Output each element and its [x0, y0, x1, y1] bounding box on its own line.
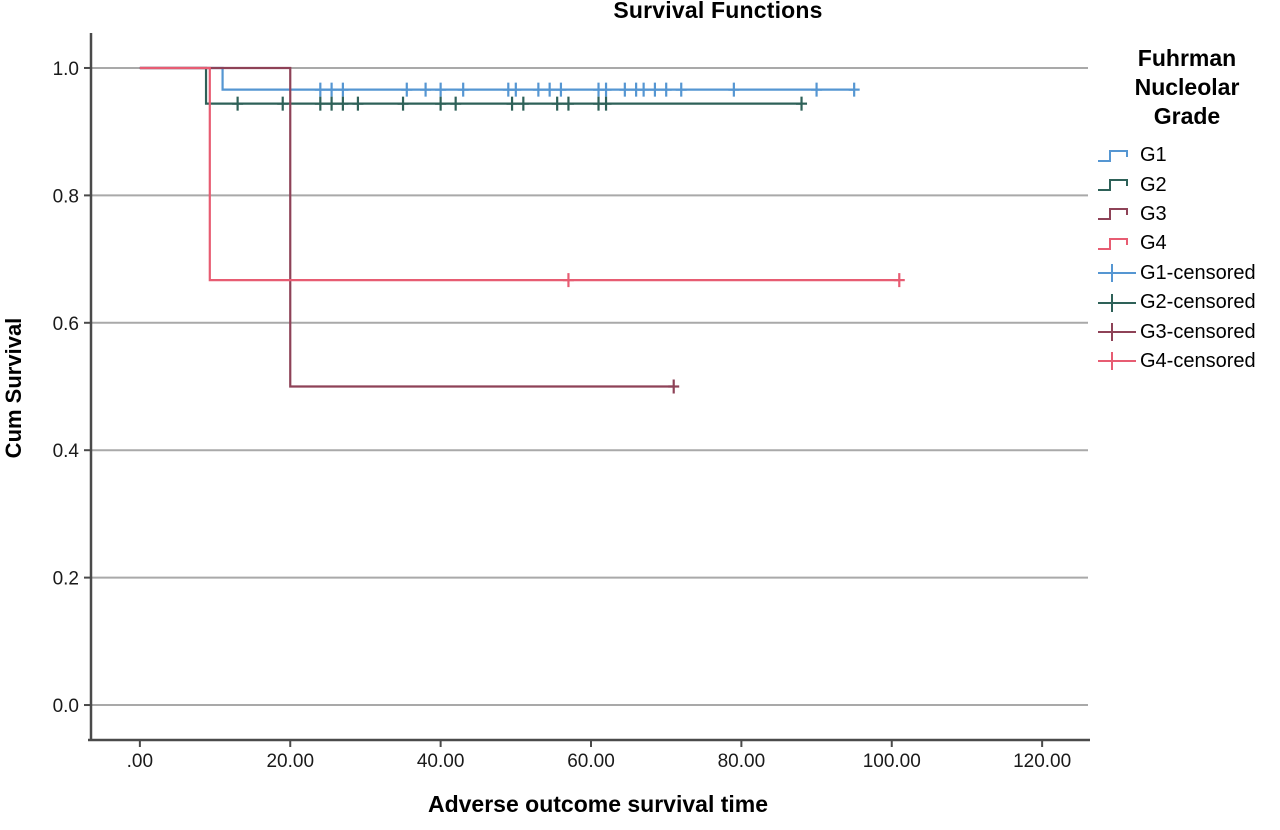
y-tick-label: 0.8 [53, 186, 79, 207]
legend-title-line: Grade [1153, 103, 1221, 129]
legend-label: G1 [1140, 144, 1167, 167]
y-tick-label: 0.2 [53, 569, 79, 590]
legend-censor-symbol [1098, 293, 1136, 312]
legend-label: G3 [1140, 202, 1167, 225]
y-axis-label: Cum Survival [1, 317, 26, 459]
legend: Fuhrman Nucleolar Grade G1 G2 G3 G4 G1-censo… [1098, 44, 1276, 376]
x-tick-label: 80.00 [718, 751, 766, 772]
legend-label: G1-censored [1140, 261, 1256, 284]
legend-item-g3-censored: G3-censored [1098, 317, 1276, 346]
legend-label: G4 [1140, 232, 1167, 255]
x-tick-label: 100.00 [863, 751, 921, 772]
legend-label: G3-censored [1140, 320, 1256, 343]
legend-step-symbol [1098, 149, 1128, 162]
legend-item-g3: G3 [1098, 200, 1276, 229]
y-tick-label: 0.6 [53, 314, 79, 335]
survival-curve-g3 [139, 66, 674, 388]
legend-censor-symbol [1098, 323, 1136, 342]
survival-curve-g1 [139, 66, 855, 91]
legend-label: G2 [1140, 173, 1167, 196]
legend-label: G2-censored [1140, 291, 1256, 314]
legend-item-g2-censored: G2-censored [1098, 288, 1276, 317]
survival-curve-g4 [139, 66, 900, 282]
x-axis-label: Adverse outcome survival time [427, 791, 769, 817]
legend-item-g2: G2 [1098, 170, 1276, 199]
x-tick-label: .00 [127, 751, 153, 772]
legend-censor-symbol [1098, 264, 1136, 283]
y-tick-label: 1.0 [53, 59, 79, 80]
legend-censor-symbol [1098, 352, 1136, 371]
legend-title-line: Fuhrman [1137, 45, 1237, 71]
y-tick-label: 0.0 [53, 696, 79, 717]
legend-label: G4-censored [1140, 349, 1256, 372]
legend-items: G1 G2 G3 G4 G1-censored G2-censored G3-censore… [1098, 141, 1276, 376]
x-tick-label: 40.00 [417, 751, 465, 772]
legend-step-symbol [1098, 208, 1128, 221]
x-tick-label: 60.00 [567, 751, 615, 772]
legend-item-g1-censored: G1-censored [1098, 259, 1276, 288]
legend-step-symbol [1098, 179, 1128, 192]
x-tick-label: 20.00 [266, 751, 314, 772]
legend-step-symbol [1098, 237, 1128, 250]
legend-title: Fuhrman Nucleolar Grade [1098, 44, 1276, 131]
chart-title: Survival Functions [613, 0, 823, 23]
legend-item-g4: G4 [1098, 229, 1276, 258]
legend-title-line: Nucleolar [1134, 74, 1240, 100]
legend-item-g4-censored: G4-censored [1098, 347, 1276, 376]
x-tick-label: 120.00 [1013, 751, 1071, 772]
legend-item-g1: G1 [1098, 141, 1276, 170]
y-tick-label: 0.4 [53, 441, 80, 462]
survival-curve-g2 [139, 66, 802, 105]
